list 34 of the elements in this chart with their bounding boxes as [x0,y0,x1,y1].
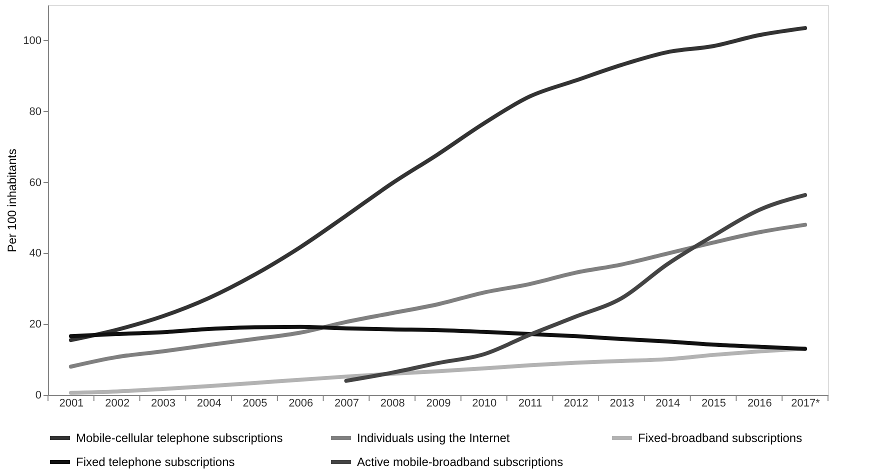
legend-label: Individuals using the Internet [357,431,510,445]
x-tick-label: 2017* [791,398,821,410]
line-series [344,193,808,383]
line-series [68,222,808,369]
x-tick-label: 2011 [518,398,542,410]
y-tick-label: 20 [29,318,42,331]
x-tick-label: 2010 [472,398,497,410]
x-tick-label: 2002 [105,398,130,410]
y-tick-label: 40 [29,248,42,260]
x-tick-label: 2003 [150,398,176,410]
y-tick-label: 60 [29,176,42,189]
x-tick-label: 2016 [747,398,772,410]
y-tick-label: 100 [23,34,42,47]
x-tick-label: 2004 [196,398,222,410]
y-axis-title: Per 100 inhabitants [5,148,20,252]
legend-label: Fixed telephone subscriptions [76,455,235,469]
y-tick-label: 0 [35,390,42,402]
x-tick-label: 2013 [610,398,634,410]
legend-label: Mobile-cellular telephone subscriptions [76,431,283,445]
x-tick-label: 2008 [380,398,405,410]
y-tick-label: 80 [29,106,42,118]
x-tick-label: 2014 [656,398,680,410]
x-tick-label: 2009 [426,398,451,410]
x-tick-label: 2005 [242,398,268,410]
x-tick-label: 2006 [288,398,314,410]
x-tick-label: 2012 [564,398,588,410]
line-series [68,324,808,351]
line-series [68,26,808,342]
x-tick-label: 2007 [334,398,359,410]
x-tick-label: 2001 [59,398,84,410]
x-tick-label: 2015 [702,398,726,410]
legend-label: Fixed-broadband subscriptions [638,431,802,445]
legend-label: Active mobile-broadband subscriptions [357,455,564,469]
line-series [68,346,808,395]
